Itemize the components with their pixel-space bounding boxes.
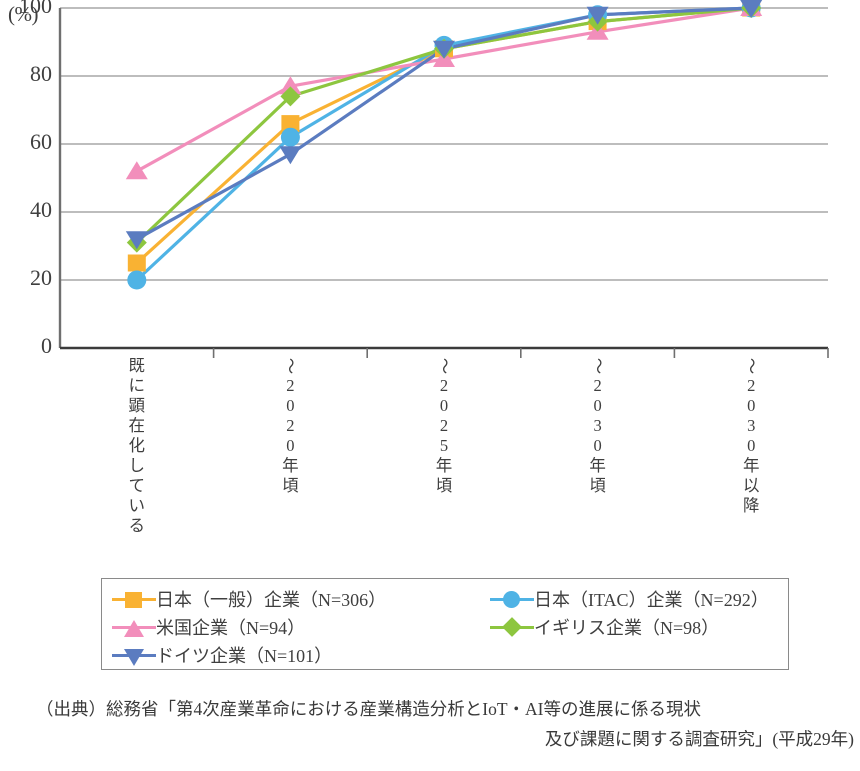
legend-item[interactable]: 日本（ITAC）企業（N=292） [490, 585, 769, 613]
x-label-char: 頃 [435, 476, 453, 495]
source-line-1: （出典）総務省「第4次産業革命における産業構造分析とIoT・AI等の進展に係る現… [36, 699, 701, 719]
marker-triangle-down [279, 146, 302, 165]
x-label-char: 〜 [435, 357, 454, 375]
legend-label: 米国企業（N=94） [156, 618, 306, 638]
legend-marker-triangle-up-icon [112, 616, 156, 638]
x-label-char: 頃 [589, 476, 606, 495]
legend-marker-shape [124, 620, 144, 637]
x-label-char: 頃 [282, 476, 299, 495]
x-label-char: 〜 [281, 357, 301, 375]
x-label-char: 3 [593, 416, 602, 435]
line-chart: (%) 0 20 40 60 80 100 [0, 0, 860, 360]
legend-row: 日本（一般）企業（N=306） 日本（ITAC）企業（N=292） [112, 585, 788, 613]
x-label-char: 0 [747, 436, 756, 455]
x-label-char: 年 [589, 456, 606, 475]
legend-marker-triangle-down-icon [112, 644, 156, 666]
x-label-char: 在 [128, 416, 146, 435]
x-category-label: 〜 2 0 3 0 年以降 [734, 356, 768, 516]
legend-label: イギリス企業（N=98） [534, 618, 720, 638]
series-2 [135, 6, 753, 173]
series-markers-4 [125, 0, 763, 250]
legend-row: ドイツ企業（N=101） [112, 641, 788, 669]
x-label-char: 0 [439, 396, 449, 415]
x-label-char: 5 [439, 436, 449, 455]
x-label-char: 0 [286, 396, 295, 415]
legend-item[interactable]: ドイツ企業（N=101） [112, 641, 490, 669]
legend-label: 日本（ITAC）企業（N=292） [534, 590, 769, 610]
marker-diamond [280, 86, 301, 107]
chart-legend: 日本（一般）企業（N=306） 日本（ITAC）企業（N=292） 米国企業（N=9… [101, 578, 789, 670]
legend-marker-shape [125, 592, 142, 608]
marker-triangle-down [433, 40, 455, 59]
y-axis-unit-label: (%) [8, 2, 38, 26]
y-tick-label: 60 [30, 129, 52, 154]
y-tick-label: 100 [19, 0, 52, 18]
x-category-label: 〜 2 0 3 0 年頃 [581, 356, 615, 496]
x-label-char: て [128, 476, 146, 495]
legend-row: 米国企業（N=94） イギリス企業（N=98） [112, 613, 788, 641]
x-label-char: い [128, 496, 146, 515]
y-tick-label: 80 [30, 61, 52, 86]
x-label-char: 以 [742, 476, 760, 495]
x-label-char: 〜 [742, 357, 762, 375]
x-category-label: 〜 2 0 2 5 年頃 [427, 356, 461, 496]
legend-item[interactable]: 日本（一般）企業（N=306） [112, 585, 490, 613]
x-category-label: 既に顕在化している [120, 356, 154, 536]
source-note: （出典）総務省「第4次産業革命における産業構造分析とIoT・AI等の進展に係る現… [0, 694, 860, 754]
x-label-char: 0 [593, 396, 602, 415]
marker-triangle-down [125, 231, 148, 250]
legend-label: ドイツ企業（N=101） [156, 646, 333, 666]
legend-item[interactable]: 米国企業（N=94） [112, 613, 490, 641]
y-tick-label: 20 [30, 265, 52, 290]
marker-square [127, 254, 146, 272]
marker-triangle-down [586, 6, 609, 25]
x-label-char: 2 [439, 416, 449, 435]
marker-circle [280, 127, 300, 147]
x-label-char: 既 [128, 356, 146, 375]
legend-marker-shape [124, 649, 144, 666]
legend-label: 日本（一般）企業（N=306） [156, 590, 387, 610]
marker-triangle-up [125, 161, 148, 180]
chart-canvas [58, 0, 829, 358]
legend-item[interactable]: イギリス企業（N=98） [490, 613, 719, 641]
x-label-char: 2 [593, 376, 602, 395]
x-label-char: 2 [286, 376, 295, 395]
x-label-char: 化 [128, 436, 146, 455]
series-markers-2 [125, 0, 763, 180]
x-label-char: 年 [742, 456, 760, 475]
legend-marker-shape [502, 617, 522, 637]
marker-triangle-down [740, 0, 763, 18]
x-label-char: 0 [593, 436, 602, 455]
y-tick-label: 0 [41, 333, 52, 358]
x-label-char: 降 [742, 496, 760, 515]
legend-marker-diamond-icon [490, 616, 534, 638]
x-label-char: 顕 [128, 396, 146, 415]
legend-marker-circle-icon [490, 588, 534, 610]
marker-triangle-up [279, 76, 302, 95]
x-label-char: し [128, 456, 146, 475]
legend-marker-square-icon [112, 588, 156, 610]
marker-square [281, 115, 300, 133]
x-category-label: 〜 2 0 2 0 年頃 [273, 356, 307, 496]
x-label-char: 〜 [588, 357, 608, 375]
series-line [135, 6, 753, 173]
marker-circle [127, 270, 147, 290]
x-label-char: 年 [435, 456, 453, 475]
y-tick-label: 40 [30, 197, 52, 222]
x-label-char: 2 [439, 376, 449, 395]
x-label-char: 年 [282, 456, 299, 475]
legend-marker-shape [503, 591, 520, 608]
x-label-char: に [128, 376, 146, 395]
x-label-char: る [128, 516, 146, 535]
x-label-char: 3 [747, 416, 756, 435]
x-label-char: 2 [747, 376, 756, 395]
x-label-char: 2 [286, 416, 295, 435]
x-label-char: 0 [747, 396, 756, 415]
x-label-char: 0 [286, 436, 295, 455]
source-line-2: 及び課題に関する調査研究」(平成29年) [544, 729, 854, 749]
x-axis-category-labels: 既に顕在化している〜 2 0 2 0 年頃〜 2 0 2 5 年頃〜 2 0 3 0 年頃〜 2 0 3 0 年以降 [0, 356, 860, 566]
